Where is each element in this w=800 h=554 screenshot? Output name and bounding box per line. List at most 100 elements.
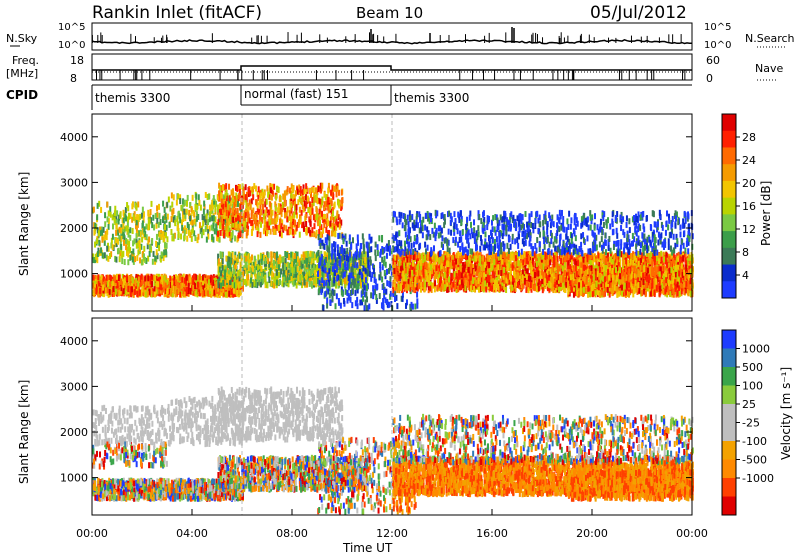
data-cell	[369, 256, 372, 263]
data-cell	[355, 243, 358, 250]
data-cell	[186, 235, 189, 242]
data-cell	[261, 192, 264, 199]
data-cell	[198, 282, 201, 289]
data-cell	[347, 262, 350, 269]
data-cell	[161, 281, 164, 288]
data-cell	[239, 271, 242, 278]
data-cell	[245, 261, 248, 268]
frequency-line	[92, 65, 692, 71]
data-cell	[348, 268, 351, 275]
data-cell	[212, 195, 215, 202]
data-cell	[108, 274, 111, 281]
data-cell	[314, 187, 317, 194]
data-cell	[331, 295, 334, 302]
data-cell	[290, 215, 293, 222]
data-cell	[156, 205, 159, 212]
data-cell	[261, 203, 264, 210]
data-cell	[217, 274, 220, 281]
data-cell	[93, 229, 96, 236]
data-cell	[382, 259, 385, 266]
data-cell	[236, 200, 239, 207]
data-cell	[215, 200, 218, 207]
data-cell	[236, 209, 239, 216]
data-cell	[132, 285, 135, 292]
data-cell	[308, 280, 311, 287]
data-cell	[231, 282, 234, 289]
data-cell	[359, 260, 362, 267]
frequency-trace	[92, 65, 692, 80]
data-cell	[106, 245, 109, 252]
data-cell	[300, 209, 303, 216]
data-cell	[140, 273, 143, 280]
data-cell	[148, 288, 151, 295]
data-cell	[286, 216, 289, 223]
data-cell	[220, 290, 223, 297]
data-cell	[341, 277, 344, 284]
data-cell	[389, 263, 392, 270]
data-cell	[150, 291, 153, 298]
data-cell	[288, 210, 291, 217]
data-cell	[351, 279, 354, 286]
data-cell	[340, 289, 343, 296]
data-cell	[120, 235, 123, 242]
data-cell	[217, 253, 220, 260]
data-cell	[150, 200, 153, 207]
data-cell	[222, 279, 225, 286]
data-cell	[296, 266, 299, 273]
data-cell	[111, 244, 114, 251]
data-cell	[235, 221, 238, 228]
data-cell	[107, 218, 110, 225]
data-cell	[118, 214, 121, 221]
data-cell	[94, 222, 97, 229]
data-cell	[371, 271, 374, 278]
data-cell	[383, 269, 386, 276]
data-cell	[340, 189, 343, 196]
data-cell	[212, 236, 215, 243]
data-cell	[260, 272, 263, 279]
data-cell	[343, 254, 346, 261]
data-cell	[266, 221, 269, 228]
data-cell	[354, 289, 357, 296]
data-cell	[303, 254, 306, 261]
data-cell	[224, 284, 227, 291]
data-cell	[115, 223, 118, 230]
data-cell	[316, 198, 319, 205]
data-cell	[195, 289, 198, 296]
data-cell	[321, 277, 324, 284]
data-cell	[92, 274, 95, 281]
data-cell	[230, 288, 233, 295]
data-cell	[319, 219, 322, 226]
data-cell	[228, 290, 231, 297]
data-cell	[244, 261, 247, 268]
data-cell	[227, 206, 230, 213]
data-cell	[283, 212, 286, 219]
data-cell	[350, 275, 353, 282]
data-cell	[312, 214, 315, 221]
data-cell	[162, 215, 165, 222]
data-cell	[166, 284, 169, 291]
data-cell	[159, 279, 162, 286]
data-cell	[326, 264, 329, 271]
data-cell	[364, 271, 367, 278]
data-cell	[177, 282, 180, 289]
data-cell	[308, 188, 311, 195]
data-cell	[325, 239, 328, 246]
data-cell	[273, 276, 276, 283]
data-cell	[257, 221, 260, 228]
data-cell	[97, 291, 100, 298]
data-cell	[93, 287, 96, 294]
data-cell	[143, 291, 146, 298]
data-cell	[113, 210, 116, 217]
data-cell	[145, 234, 148, 241]
data-cell	[119, 250, 122, 257]
data-cell	[168, 288, 171, 295]
data-cell	[159, 233, 162, 240]
data-cell	[116, 248, 119, 255]
data-cell	[106, 287, 109, 294]
data-cell	[228, 215, 231, 222]
data-cell	[336, 244, 339, 251]
noise-trace	[91, 27, 692, 45]
data-cell	[172, 207, 175, 214]
data-cell	[300, 263, 303, 270]
